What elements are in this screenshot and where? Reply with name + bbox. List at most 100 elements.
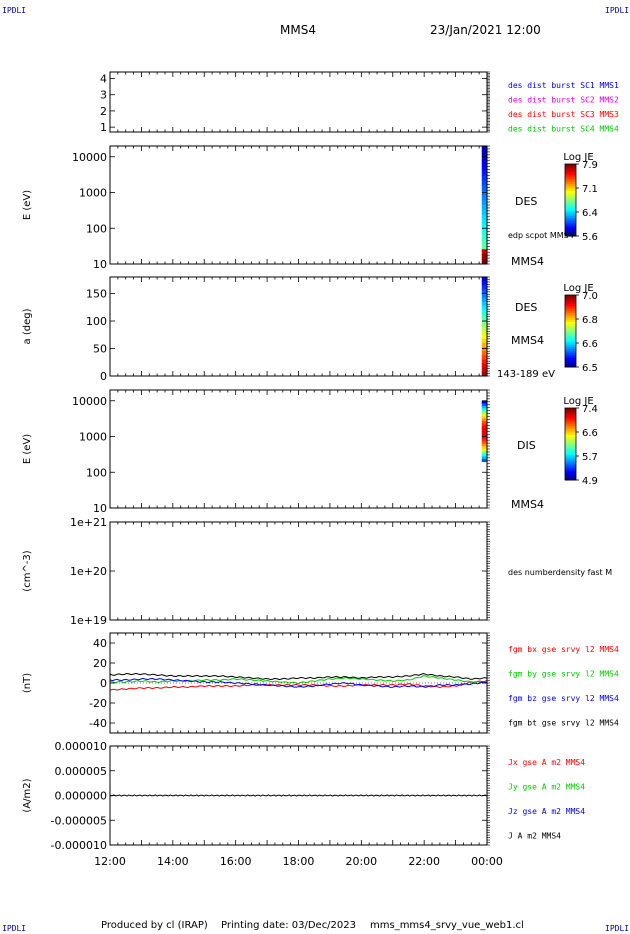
spectrogram-cell	[481, 351, 487, 356]
colorbar-segment	[565, 476, 576, 479]
colorbar-segment	[565, 438, 576, 441]
colorbar-segment	[565, 338, 576, 341]
corner-mark-bottom-right: IPDLI	[605, 924, 630, 933]
colorbar-segment	[565, 327, 576, 330]
colorbar-segment	[565, 192, 576, 196]
footer-printing-date: Printing date: 03/Dec/2023	[221, 920, 357, 931]
colorbar-segment	[565, 182, 576, 185]
x-tick-label: 22:00	[408, 855, 440, 868]
colorbar-segment	[565, 449, 576, 452]
colorbar-segment	[565, 413, 576, 416]
colorbar-segment	[565, 478, 576, 481]
colorbar-segment	[565, 453, 576, 456]
y-tick-label: 3	[100, 89, 107, 102]
y-tick-label: 20	[93, 657, 107, 670]
spectrogram-cell	[481, 289, 487, 294]
spectrogram-cell	[481, 371, 487, 377]
spectrogram-cell	[481, 285, 487, 290]
y-tick-label: 50	[93, 343, 107, 356]
colorbar-segment	[565, 417, 576, 420]
spectrogram-cell	[481, 322, 487, 327]
colorbar-segment	[565, 225, 576, 228]
panel-side-label: DES	[515, 195, 537, 208]
colorbar-segment	[565, 345, 576, 348]
colorbar-segment	[565, 411, 576, 414]
colorbar-title: Log JE	[563, 283, 593, 294]
colorbar-tick-label: 7.0	[582, 291, 598, 302]
spectrogram-cell	[481, 410, 487, 414]
colorbar-segment	[565, 431, 576, 434]
colorbar-segment	[565, 171, 576, 174]
panel-side-label: DIS	[517, 439, 536, 452]
x-tick-label: 18:00	[283, 855, 315, 868]
spectrogram-cell	[481, 448, 487, 452]
colorbar-segment	[565, 196, 576, 199]
x-tick-label: 00:00	[471, 855, 503, 868]
panel-frame	[109, 632, 488, 734]
series-line	[109, 680, 488, 691]
spectrogram-cell	[481, 249, 487, 255]
colorbar-segment	[565, 329, 576, 332]
colorbar-segment	[565, 469, 576, 472]
colorbar-segment	[565, 227, 576, 230]
colorbar-segment	[565, 354, 576, 357]
colorbar-segment	[565, 322, 576, 325]
colorbar-segment	[565, 298, 576, 301]
colorbar-title: Log JE	[563, 396, 593, 407]
colorbar-segment	[565, 433, 576, 436]
y-tick-label: 1	[100, 121, 107, 134]
colorbar-segment	[565, 200, 576, 203]
colorbar-segment	[565, 316, 576, 319]
y-tick-label: 150	[86, 288, 107, 301]
colorbar-segment	[565, 318, 576, 321]
colorbar-segment	[565, 341, 576, 345]
colorbar-segment	[565, 436, 576, 440]
spectrogram-cell	[481, 418, 487, 422]
panel-side-label: MMS4	[511, 334, 544, 347]
y-tick-label: -40	[89, 717, 107, 730]
legend-entry: des dist burst SC4 MMS4	[508, 125, 619, 134]
series-legend-label: fgm by gse srvy l2 MMS4	[508, 670, 619, 679]
colorbar-tick-label: 6.4	[582, 208, 598, 219]
series-legend-label: Jx gse A m2 MMS4	[508, 758, 585, 767]
y-tick-label: 1000	[79, 187, 107, 200]
y-tick-label: 10	[93, 258, 107, 271]
colorbar-segment	[565, 350, 576, 354]
colorbar-segment	[565, 183, 576, 187]
colorbar-segment	[565, 334, 576, 337]
colorbar-segment	[565, 198, 576, 201]
spectrogram-cell	[481, 170, 487, 176]
x-tick-label: 16:00	[220, 855, 252, 868]
panel-side-label: MMS4	[511, 255, 544, 268]
series-legend-label: fgm bz gse srvy l2 MMS4	[508, 694, 619, 703]
spectrogram-cell	[481, 254, 487, 260]
spectrogram-cell	[481, 347, 487, 352]
colorbar-segment	[565, 359, 576, 363]
colorbar-tick-label: 6.5	[582, 363, 598, 374]
spectrogram-cell	[481, 446, 487, 450]
colorbar-segment	[565, 234, 576, 237]
colorbar-segment	[565, 180, 576, 183]
spectrogram-cell	[481, 408, 487, 412]
spectrogram-cell	[481, 443, 487, 447]
colorbar-segment	[565, 228, 576, 232]
colorbar-segment	[565, 296, 576, 300]
colorbar-segment	[565, 320, 576, 323]
panel-frame	[109, 389, 488, 509]
colorbar-segment	[565, 363, 576, 366]
colorbar-segment	[565, 232, 576, 235]
spectrogram-cell	[481, 438, 487, 442]
colorbar-segment	[565, 471, 576, 474]
colorbar-tick-label: 6.8	[582, 315, 598, 326]
spectrogram-cell	[481, 234, 487, 240]
date-title: 23/Jan/2021 12:00	[430, 23, 541, 37]
colorbar-segment	[565, 458, 576, 461]
x-tick-label: 14:00	[157, 855, 189, 868]
colorbar-segment	[565, 427, 576, 431]
current-series-line	[109, 794, 488, 797]
spectrogram-cell	[481, 239, 487, 245]
spectrogram-cell	[481, 367, 487, 373]
colorbar-segment	[565, 467, 576, 470]
colorbar-segment	[565, 356, 576, 359]
colorbar-segment	[565, 169, 576, 172]
